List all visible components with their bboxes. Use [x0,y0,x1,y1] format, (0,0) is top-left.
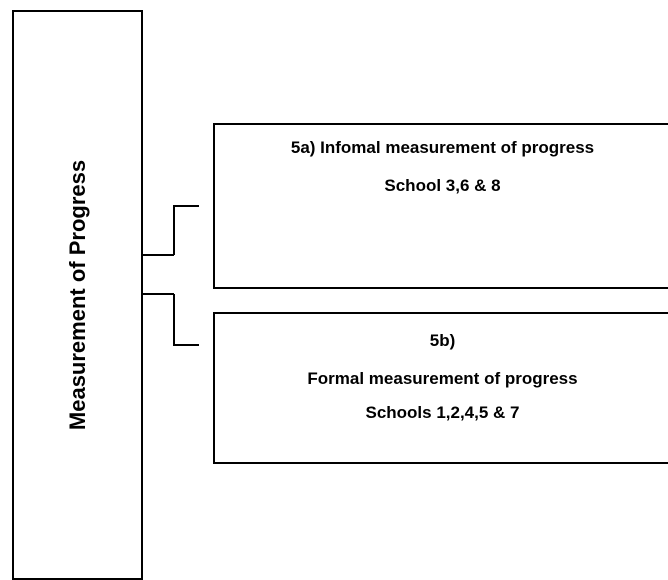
branch-box-5b: 5b) Formal measurement of progress Schoo… [213,312,668,464]
branch-5b-schools: Schools 1,2,4,5 & 7 [365,403,520,422]
branch-5a-title: 5a) Infomal measurement of progress [290,138,595,157]
connector-to-5a [173,205,199,255]
connector-to-5b [173,294,199,346]
branch-box-5a: 5a) Infomal measurement of progress Scho… [213,123,668,289]
main-category-box: Measurement of Progress [12,10,143,580]
branch-5b-description: Formal measurement of progress [307,369,578,388]
branch-5b-title: 5b) [429,331,456,350]
branch-5a-schools: School 3,6 & 8 [384,176,501,195]
